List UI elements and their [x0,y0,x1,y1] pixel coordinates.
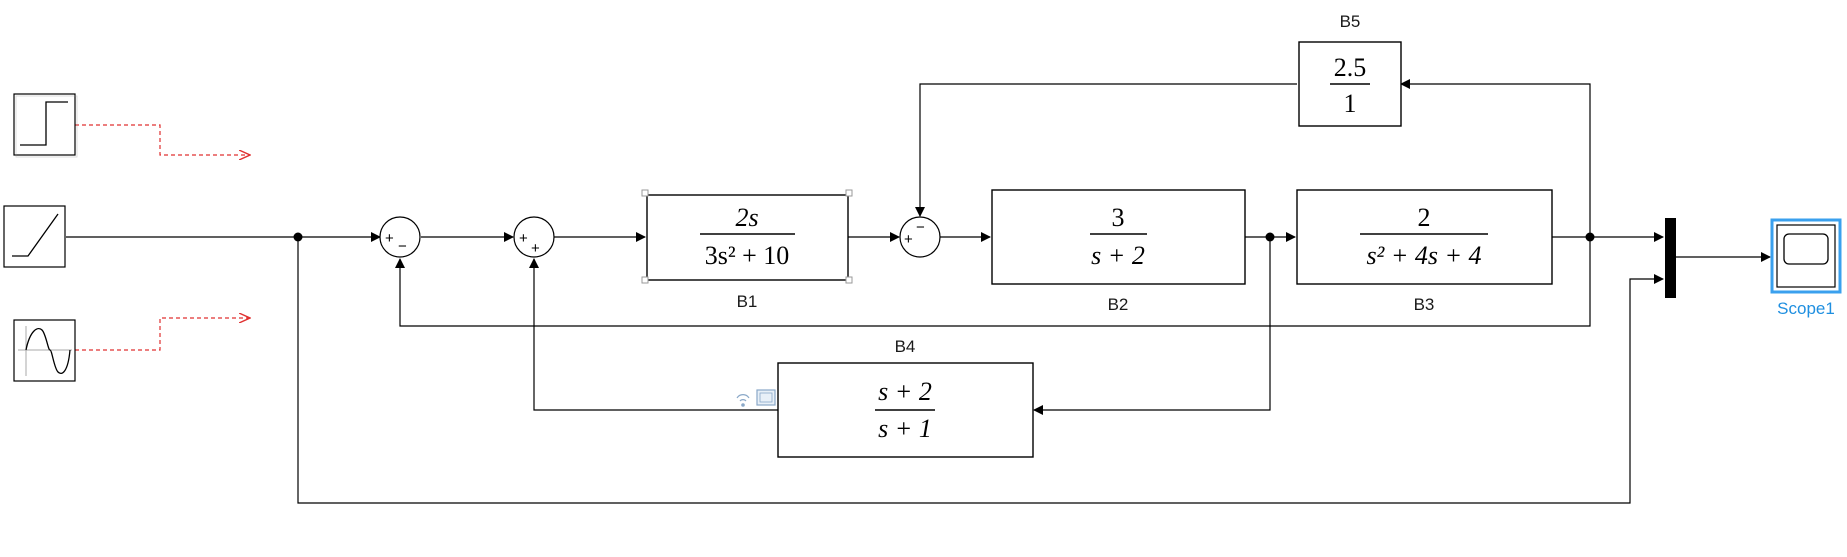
b4-block[interactable]: s + 2 s + 1 [777,362,1034,458]
b4-denominator: s + 1 [878,414,932,443]
unconnected-lines [75,124,250,351]
sum2-sign-bottom: + [531,240,540,257]
sum2-block[interactable]: + + [513,216,555,258]
sum3-sign-top: − [916,219,925,236]
line-feedback-to-sum1[interactable] [395,237,1591,327]
line-b4-to-sum2[interactable] [529,258,778,411]
b5-block[interactable]: 2.5 1 [1298,41,1402,127]
signal-lines [66,79,1771,504]
sum3-sign-left: + [904,231,913,248]
b2-block[interactable]: 3 s + 2 [991,189,1246,285]
sum1-sign-bottom: − [398,238,407,255]
b4-label: B4 [895,337,916,356]
b1-numerator: 2s [735,203,758,232]
b2-label: B2 [1108,295,1129,314]
b3-denominator: s² + 4s + 4 [1366,241,1481,270]
branch-point-b3 [1585,232,1595,242]
step-block[interactable] [13,93,78,158]
b1-label: B1 [737,292,758,311]
branch-point-b2 [1265,232,1275,242]
ramp-block[interactable] [3,205,66,268]
sine-wave-block[interactable] [13,319,76,382]
b3-block[interactable]: 2 s² + 4s + 4 [1296,189,1553,285]
line-branch-to-b5[interactable] [1400,79,1591,237]
b5-denominator: 1 [1344,89,1357,118]
sine-wave-icon [25,327,71,374]
unconnected-line-sine[interactable] [75,318,250,351]
scope-block[interactable] [1770,218,1842,294]
line-branch-to-b4[interactable] [1033,237,1271,415]
unconnected-line-step[interactable] [75,124,250,155]
b2-denominator: s + 2 [1091,241,1145,270]
b4-numerator: s + 2 [878,377,932,406]
line-b5-to-sum3[interactable] [915,83,1297,217]
b3-label: B3 [1414,295,1435,314]
sum1-sign-top: + [385,230,394,247]
scope-icon [1783,233,1829,265]
b2-numerator: 3 [1112,203,1125,232]
b3-numerator: 2 [1418,203,1431,232]
sum2-sign-top: + [519,230,528,247]
line-ramp-to-mux[interactable] [297,237,1664,504]
sum1-block[interactable]: + − [379,216,421,258]
step-icon [20,101,68,146]
mux-block[interactable] [1665,218,1676,298]
ramp-icon [12,213,59,257]
b1-block[interactable]: 2s 3s² + 10 [641,189,853,284]
b5-label: B5 [1340,12,1361,31]
branch-point-ramp [293,232,303,242]
sum3-block[interactable]: − + [899,216,941,258]
b1-denominator: 3s² + 10 [705,241,790,270]
signal-logging-icon[interactable] [736,389,776,407]
b5-numerator: 2.5 [1334,53,1367,82]
scope-label: Scope1 [1777,299,1835,318]
